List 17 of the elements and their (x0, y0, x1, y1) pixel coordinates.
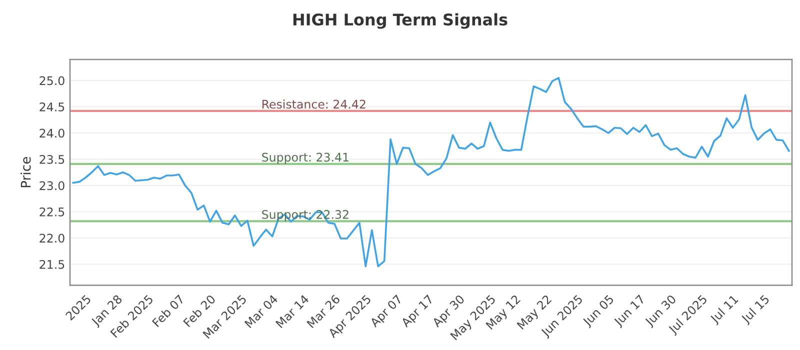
x-tick-label: Jul 15 (740, 294, 772, 326)
x-tick-label: Jul 11 (709, 294, 740, 326)
ref-line-label: Resistance: 24.42 (262, 100, 366, 109)
x-tick-label: Jun 05 (582, 294, 616, 328)
y-tick-label: 23.0 (40, 181, 64, 190)
ref-line-label: Support: 23.41 (262, 152, 348, 164)
y-tick-label: 24.0 (40, 128, 64, 138)
chart-title: HIGH Long Term Signals (293, 13, 508, 29)
y-tick-label: 21.5 (40, 260, 64, 269)
y-tick-label: 24.5 (40, 102, 64, 112)
line-series (72, 76, 790, 268)
y-axis-title: Price (20, 156, 31, 188)
y-tick-label: 22.0 (40, 234, 64, 243)
y-tick-label: 25.0 (40, 76, 64, 86)
y-tick-label: 23.5 (40, 154, 64, 164)
x-tick-label: Jun 17 (613, 294, 647, 328)
y-tick-label: 22.5 (40, 207, 64, 216)
